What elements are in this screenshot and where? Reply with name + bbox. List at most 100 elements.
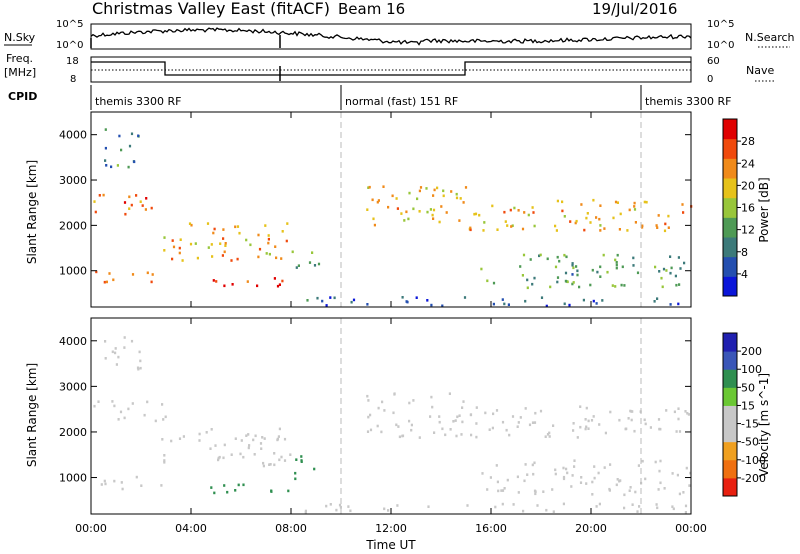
- echo-cell: [534, 411, 537, 415]
- power-panel: 1000 2000 3000 4000 Slant Range [km] 4 8 12 16…: [25, 111, 771, 308]
- echo-cell: [644, 422, 647, 426]
- echo-cell: [369, 413, 372, 417]
- echo-cell: [665, 409, 668, 412]
- echo-cell: [623, 284, 626, 287]
- echo-cell: [294, 477, 297, 481]
- echo-cell: [445, 211, 448, 214]
- echo-cell: [492, 302, 495, 306]
- colorbar-tick-label: -100: [741, 454, 766, 467]
- echo-cell: [519, 265, 522, 268]
- echo-cell: [478, 213, 481, 217]
- velocity-x-axis: 00:00 04:00 08:00 12:00 16:00 20:00 00:00: [75, 112, 707, 535]
- echo-cell: [218, 455, 221, 459]
- echo-cell: [682, 211, 685, 214]
- echo-cell: [585, 482, 588, 485]
- echo-cell: [450, 190, 453, 193]
- colorbar-tick-label: 20: [741, 179, 755, 192]
- echo-cell: [140, 484, 143, 487]
- y-tick-label: 2000: [59, 426, 87, 439]
- echo-cell: [114, 351, 117, 355]
- echo-cell: [94, 210, 97, 214]
- echo-cell: [206, 222, 210, 225]
- colorbar-tick-label: 100: [741, 363, 762, 376]
- velocity-echoes: [93, 336, 692, 514]
- echo-cell: [682, 491, 685, 494]
- echo-cell: [545, 304, 548, 308]
- echo-cell: [418, 189, 421, 193]
- echo-cell: [542, 490, 545, 493]
- echo-cell: [683, 261, 686, 265]
- echo-cell: [406, 300, 409, 304]
- echo-cell: [210, 486, 213, 489]
- echo-cell: [224, 242, 227, 245]
- velocity-colorbar: -200 -100 -50 -15 15 50 100 200: [722, 332, 766, 497]
- echo-cell: [554, 265, 558, 269]
- echo-cell: [333, 296, 336, 300]
- echo-cell: [381, 400, 384, 404]
- echo-cell: [133, 160, 136, 164]
- power-y-axis-label: Slant Range [km]: [25, 160, 39, 264]
- echo-cell: [596, 270, 599, 274]
- echo-cell: [626, 229, 629, 232]
- echo-cell: [678, 430, 682, 433]
- colorbar-segment: [723, 276, 737, 297]
- echo-cell: [458, 219, 461, 222]
- echo-cell: [655, 503, 658, 506]
- echo-cell: [571, 262, 574, 265]
- echo-cell: [256, 284, 259, 288]
- echo-cell: [496, 228, 499, 231]
- echo-cell: [154, 419, 157, 423]
- echo-cell: [222, 228, 225, 231]
- echo-cell: [181, 259, 184, 262]
- echo-cell: [473, 212, 476, 216]
- echo-cell: [575, 219, 578, 223]
- echo-cell: [532, 472, 535, 476]
- echo-cell: [480, 267, 483, 271]
- echo-cell: [658, 270, 661, 273]
- echo-cell: [139, 200, 142, 203]
- echo-cell: [615, 261, 618, 264]
- echo-cell: [677, 256, 680, 259]
- echo-cell: [458, 414, 461, 417]
- echo-cell: [669, 303, 672, 306]
- echo-cell: [248, 444, 251, 447]
- echo-cell: [438, 220, 441, 224]
- echo-cell: [161, 403, 164, 406]
- echo-cell: [213, 491, 216, 495]
- echo-cell: [562, 477, 566, 481]
- echo-cell: [401, 434, 404, 438]
- echo-cell: [474, 212, 478, 216]
- echo-cell: [486, 279, 489, 283]
- echo-cell: [595, 302, 598, 305]
- echo-cell: [571, 263, 574, 267]
- echo-cell: [418, 210, 421, 213]
- echo-cell: [623, 493, 626, 497]
- echo-cell: [496, 480, 499, 484]
- echo-cell: [661, 285, 664, 289]
- echo-cell: [534, 492, 537, 496]
- colorbar-tick-label: 4: [741, 268, 748, 281]
- echo-cell: [580, 476, 583, 479]
- echo-cell: [561, 200, 564, 204]
- echo-cell: [347, 505, 350, 508]
- echo-cell: [95, 270, 98, 274]
- echo-cell: [383, 507, 386, 511]
- echo-cell: [574, 221, 577, 225]
- echo-cell: [276, 438, 279, 442]
- echo-cell: [236, 225, 240, 228]
- echo-cell: [590, 419, 594, 422]
- echo-cell: [637, 464, 640, 467]
- x-tick-label: 16:00: [475, 522, 507, 535]
- echo-cell: [563, 253, 566, 257]
- echo-cell: [440, 205, 443, 208]
- echo-cell: [223, 484, 226, 487]
- echo-cell: [512, 503, 515, 506]
- echo-cell: [667, 226, 670, 229]
- echo-cell: [178, 437, 182, 440]
- echo-cell: [139, 366, 142, 370]
- echo-cell: [533, 421, 537, 424]
- colorbar-tick-label: 200: [741, 345, 762, 358]
- echo-cell: [634, 490, 637, 494]
- echo-cell: [655, 224, 658, 227]
- echo-cell: [418, 436, 421, 439]
